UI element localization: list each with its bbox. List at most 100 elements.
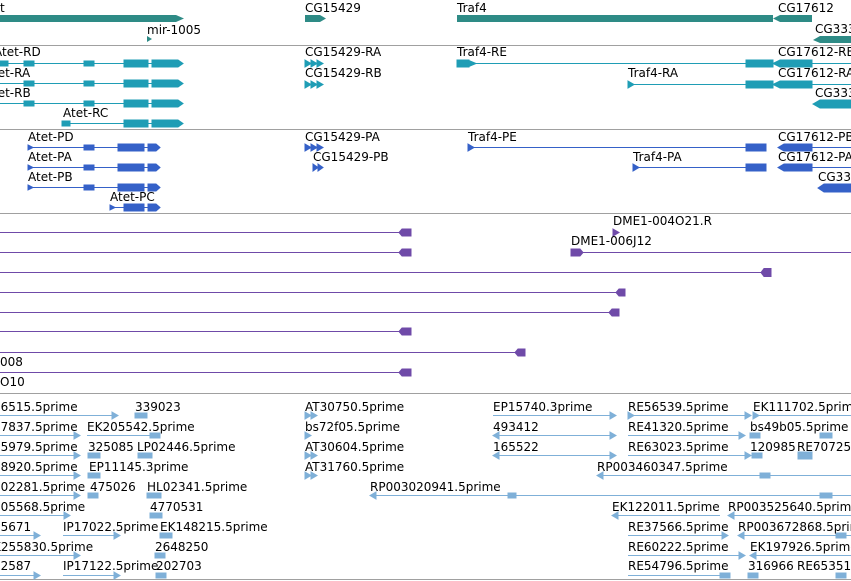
est-feature[interactable] [0,431,81,440]
protein-atet-pd[interactable] [27,143,161,152]
est-feature[interactable] [155,572,167,579]
transcript-atet-rb[interactable] [0,99,184,108]
gene-atet-bar[interactable] [0,15,184,22]
est-feature[interactable] [304,451,318,460]
est-feature[interactable] [63,571,121,580]
transcript-traf4-ra[interactable] [627,80,774,89]
sequence-row[interactable] [0,348,526,357]
est-feature[interactable] [304,471,318,480]
est-feature[interactable] [492,431,617,440]
est-feature[interactable] [0,471,81,480]
sequence-row[interactable] [0,288,626,297]
transcript-label: Traf4-RE [456,45,507,59]
sequence-label: 008 [0,355,23,369]
protein-atet-pb[interactable] [27,183,161,192]
est-label: RE37566.5prime [628,520,729,534]
transcript-cg17612-rb[interactable] [771,59,851,68]
gene-traf4-bar[interactable] [457,15,773,22]
gene-cg15429-bar[interactable] [305,15,326,22]
transcript-cg17612-ra[interactable] [771,80,851,89]
sequence-row[interactable] [0,248,412,257]
est-feature[interactable] [628,451,752,460]
est-feature[interactable] [87,432,161,439]
est-feature[interactable] [611,511,720,520]
protein-cg15429-pa[interactable] [304,143,324,152]
protein-traf4-pe[interactable] [467,143,767,152]
protein-traf4-pa[interactable] [632,163,767,172]
sequence-row[interactable] [0,268,772,277]
protein-label: Atet-PB [28,170,73,184]
protein-label: CG17612-PB [778,130,851,144]
est-feature[interactable] [87,492,99,499]
transcript-cg15429-rb[interactable] [304,80,324,89]
transcript-atet-rd[interactable] [0,59,184,68]
protein-cg17612-pb[interactable] [777,143,851,152]
protein-atet-pa[interactable] [27,163,161,172]
sequence-row[interactable] [570,248,851,257]
est-feature[interactable] [0,491,81,500]
est-feature[interactable] [751,451,813,460]
sequence-row[interactable] [0,327,412,336]
transcript-atet-rc[interactable] [61,119,184,128]
est-feature[interactable] [727,511,851,520]
est-feature[interactable] [63,531,121,540]
est-feature[interactable] [747,572,847,579]
est-feature[interactable] [146,492,162,499]
est-feature[interactable] [304,411,318,420]
transcript-cg15429-ra[interactable] [304,59,324,68]
sequence-row[interactable] [0,228,412,237]
est-label: 18920.5prime [0,460,78,474]
protein-atet-pc[interactable] [109,203,161,212]
est-feature[interactable] [134,412,148,419]
est-feature[interactable] [369,491,851,500]
protein-cg17612-pa[interactable] [777,163,851,172]
est-feature[interactable] [628,531,729,540]
est-feature[interactable] [628,572,731,579]
est-feature[interactable] [627,411,752,420]
est-label: HL02341.5prime [147,480,247,494]
est-label: IP17022.5prime [63,520,158,534]
est-feature[interactable] [749,551,851,560]
est-feature[interactable] [492,451,617,460]
est-feature[interactable] [0,571,41,580]
protein-label: CG17612-PA [778,150,851,164]
est-feature[interactable] [628,551,746,560]
transcript-cg333[interactable] [811,99,851,109]
est-feature[interactable] [737,531,851,540]
protein-cg33[interactable] [817,183,851,193]
est-feature[interactable] [149,512,163,519]
protein-label: CG15429-PA [305,130,381,144]
est-feature[interactable] [0,531,41,540]
est-feature[interactable] [154,552,166,559]
est-label: 4770531 [150,500,203,514]
sequence-row[interactable] [0,368,412,377]
est-feature[interactable] [628,431,746,440]
est-feature[interactable] [87,452,153,459]
est-feature[interactable] [596,471,851,480]
est-feature[interactable] [749,432,833,439]
est-label: 56515.5prime [0,400,78,414]
sequence-row[interactable] [612,228,620,237]
est-feature[interactable] [0,551,81,560]
est-feature[interactable] [0,451,81,460]
est-label: bs49b05.5prime [750,420,848,434]
gene-cg333-bar[interactable] [813,36,851,43]
gene-cg17612-bar[interactable] [773,15,812,22]
transcript-traf4-re[interactable] [456,59,774,68]
est-feature[interactable] [0,511,71,520]
est-label: 120985 [750,440,796,454]
est-feature[interactable] [159,532,173,539]
protein-cg15429-pb[interactable] [312,163,324,172]
est-feature[interactable] [304,431,312,440]
est-label: RE41320.5prime [628,420,729,434]
est-label: EK122011.5prime [612,500,720,514]
est-label: 202703 [156,559,202,573]
est-feature[interactable] [493,411,617,420]
sequence-row[interactable] [0,308,620,317]
est-feature[interactable] [752,411,851,420]
est-feature[interactable] [0,411,119,420]
gene-mir1005-marker[interactable] [147,36,152,42]
est-label: EK148215.5prime [160,520,268,534]
est-feature[interactable] [87,472,101,479]
transcript-atet-ra[interactable] [0,79,184,88]
